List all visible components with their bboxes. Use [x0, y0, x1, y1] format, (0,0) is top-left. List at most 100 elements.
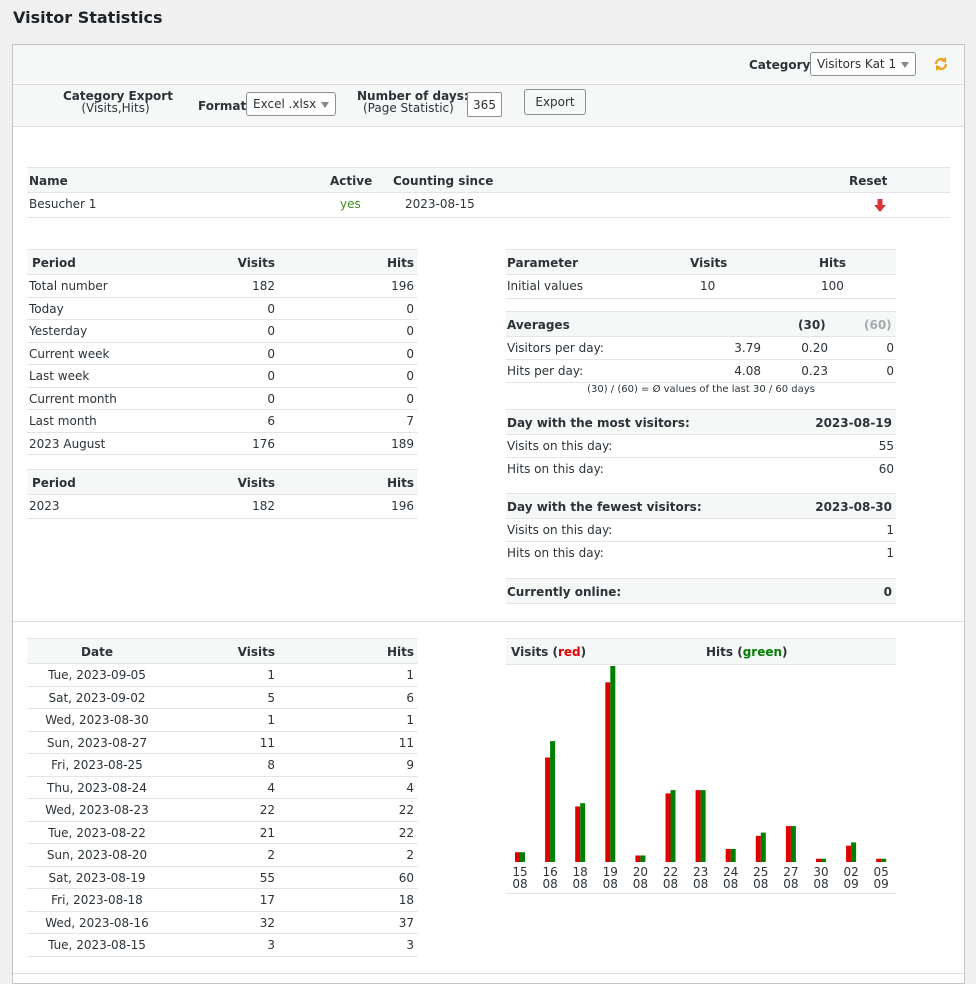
tick-label: 16 — [542, 865, 557, 879]
daily-visits: 17 — [259, 893, 275, 907]
legend-hits: Hits (green) — [706, 645, 788, 659]
tick-label: 08 — [723, 877, 738, 891]
refresh-icon[interactable] — [933, 56, 949, 72]
avg-all: 3.79 — [734, 341, 761, 355]
daily-visits: 32 — [259, 915, 275, 930]
col-hits: Hits — [386, 256, 414, 270]
period-period: Last week — [29, 369, 90, 383]
tick-label: 08 — [693, 877, 708, 891]
daily-date: Tue, 2023-09-05 — [48, 668, 146, 682]
col-hits: Hits — [819, 256, 847, 270]
table-row: Hits on this day: 1 — [506, 542, 896, 565]
table-row: Current month 0 0 — [27, 388, 418, 410]
export-button[interactable]: Export — [524, 89, 586, 115]
daily-hits: 3 — [406, 938, 414, 952]
tick-label: 08 — [753, 877, 768, 891]
tick-label: 27 — [783, 865, 798, 879]
initial-values-row: Initial values 10 100 — [506, 275, 896, 299]
tick-label: 19 — [603, 865, 618, 879]
daily-hits: 1 — [406, 713, 414, 727]
reset-arrow-icon[interactable] — [874, 199, 886, 212]
fewest-label: Day with the fewest visitors: — [507, 500, 702, 514]
period-period: Total number — [29, 279, 108, 293]
tick-label: 08 — [603, 877, 618, 891]
daily-visits: 8 — [267, 758, 275, 772]
period-period: Yesterday — [29, 324, 88, 338]
bar-visits-9 — [785, 826, 791, 862]
table-row: Sat, 2023-08-19 55 60 — [27, 867, 418, 889]
bar-hits-0 — [520, 852, 525, 862]
daily-visits: 3 — [267, 938, 275, 952]
tick-label: 20 — [633, 865, 648, 879]
table-row: Wed, 2023-08-30 1 1 — [27, 709, 418, 732]
category-bar: Category: Visitors Kat 1 — [13, 45, 964, 85]
averages-col30: (30) — [798, 318, 826, 332]
table-row: Thu, 2023-08-24 4 4 — [27, 777, 418, 799]
most-visits-label: Visits on this day: — [507, 439, 613, 453]
period-visits: 176 — [252, 436, 275, 451]
most-visitors-header: Day with the most visitors: 2023-08-19 — [506, 409, 896, 435]
col-period: Period — [32, 476, 76, 490]
bar-visits-0 — [515, 852, 520, 862]
bar-visits-4 — [635, 855, 641, 862]
col-counting-since: Counting since — [393, 174, 494, 188]
format-select[interactable]: Excel .xlsx — [246, 92, 336, 116]
bar-hits-11 — [851, 842, 857, 862]
daily-hits: 4 — [406, 780, 414, 795]
avg-30: 0.23 — [801, 364, 828, 378]
bar-visits-5 — [665, 793, 671, 862]
table-row: Sun, 2023-08-20 2 2 — [27, 844, 418, 867]
fewest-date: 2023-08-30 — [815, 500, 892, 514]
export-title: Category Export — [63, 89, 173, 103]
initial-label: Initial values — [507, 279, 584, 293]
bar-visits-2 — [575, 806, 581, 862]
daily-visits: 4 — [267, 780, 275, 795]
tick-label: 22 — [663, 865, 678, 879]
col-parameter: Parameter — [507, 256, 579, 270]
table-row: Last month 6 7 — [27, 410, 418, 433]
tick-label: 09 — [874, 877, 889, 891]
format-label: Format: — [198, 99, 252, 113]
fewest-hits: 1 — [886, 546, 894, 560]
period-visits: 182 — [252, 279, 275, 293]
table-row: Hits per day: 4.08 0.23 0 — [506, 360, 896, 383]
export-bar: Category Export (Visits,Hits) Format: Ex… — [13, 85, 964, 127]
daily-visits: 22 — [259, 803, 275, 817]
daily-date: Tue, 2023-08-15 — [48, 938, 146, 952]
chevron-down-icon — [321, 102, 329, 108]
bar-hits-10 — [821, 858, 826, 862]
bar-visits-12 — [876, 858, 882, 862]
avg-60: 0 — [886, 341, 894, 355]
period-hits: 0 — [406, 369, 414, 383]
export-subtitle: (Visits,Hits) — [81, 101, 150, 115]
averages-header: Averages (30) (60) — [506, 311, 896, 337]
period-visits: 0 — [267, 369, 275, 383]
table-row: Sun, 2023-08-27 11 11 — [27, 732, 418, 754]
chart-bottom-rule — [506, 893, 896, 894]
category-label: Category: — [749, 58, 816, 72]
table-row: Total number 182 196 — [27, 275, 418, 298]
table-row: Tue, 2023-08-22 21 22 — [27, 822, 418, 844]
bar-visits-6 — [695, 790, 701, 862]
col-hits: Hits — [386, 476, 414, 490]
days-input[interactable]: 365 — [467, 92, 502, 117]
counter-table-header: Name Active Counting since Reset — [27, 167, 950, 193]
table-row: Wed, 2023-08-23 22 22 — [27, 799, 418, 822]
table-row: Current week 0 0 — [27, 343, 418, 365]
tick-label: 02 — [843, 865, 858, 879]
daily-date: Sat, 2023-08-19 — [48, 870, 146, 885]
bar-visits-3 — [605, 682, 611, 862]
period-visits: 0 — [267, 324, 275, 338]
daily-visits: 1 — [267, 668, 275, 682]
table-row: Wed, 2023-08-16 32 37 — [27, 912, 418, 934]
category-select[interactable]: Visitors Kat 1 — [810, 52, 916, 76]
col-visits: Visits — [237, 645, 275, 659]
year-period: 2023 — [29, 499, 60, 513]
category-select-value: Visitors Kat 1 — [817, 57, 897, 71]
online-value: 0 — [883, 585, 892, 599]
fewest-visits-label: Visits on this day: — [507, 523, 613, 537]
table-row: Hits on this day: 60 — [506, 458, 896, 481]
tick-label: 15 — [512, 865, 527, 879]
fewest-visits: 1 — [886, 523, 894, 537]
period-table-header: Period Visits Hits — [27, 249, 418, 275]
